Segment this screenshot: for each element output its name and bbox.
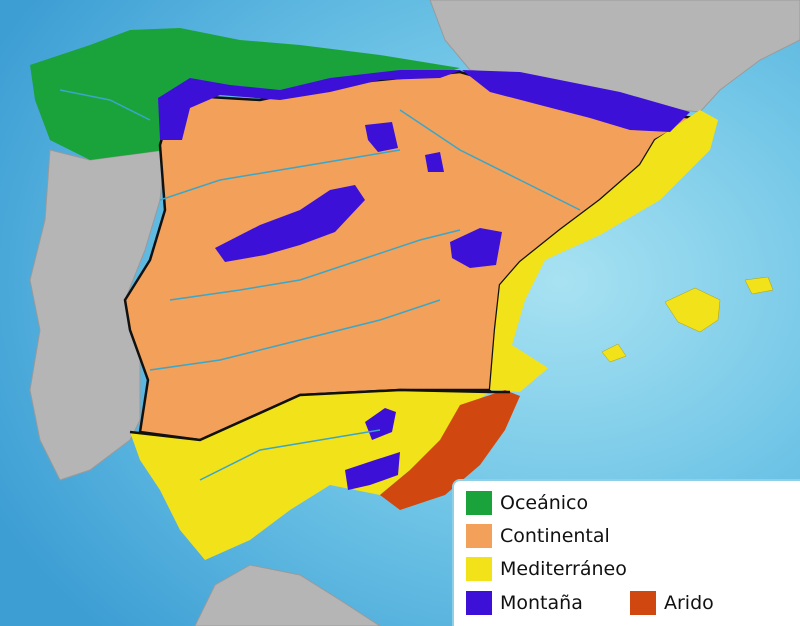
legend-label: Montaña: [500, 592, 583, 614]
legend-item-continental: Continental: [466, 524, 610, 548]
region-mediterraneo-east: [490, 110, 718, 392]
region-oceanico: [30, 28, 460, 160]
legend-label: Oceánico: [500, 492, 589, 514]
mountain-iberica-3: [450, 228, 502, 268]
legend-swatch: [466, 491, 492, 515]
region-arido: [380, 390, 520, 510]
mountain-cazorla: [365, 408, 396, 440]
mountain-central: [215, 185, 365, 262]
legend-item-arido: Arido: [630, 591, 714, 615]
portugal-land: [29, 149, 166, 481]
mountain-iberica-1: [365, 122, 398, 152]
region-mediterraneo-south: [130, 390, 490, 560]
legend-label: Continental: [500, 525, 610, 547]
legend-swatch: [630, 591, 656, 615]
mountain-iberica-2: [425, 152, 444, 172]
island-menorca: [744, 276, 774, 295]
mountain-cantabrica: [158, 70, 462, 140]
legend-swatch: [466, 591, 492, 615]
legend-swatch: [466, 557, 492, 581]
legend-label: Arido: [664, 592, 714, 614]
legend-swatch: [466, 524, 492, 548]
legend-label: Mediterráneo: [500, 558, 627, 580]
legend-item-oceanico: Oceánico: [466, 491, 588, 515]
legend-item-mediterraneo: Mediterráneo: [466, 557, 627, 581]
island-mallorca: [664, 287, 721, 333]
island-ibiza: [601, 343, 627, 363]
legend: Oceánico Continental Mediterráneo Montañ…: [452, 479, 800, 626]
climate-border-south: [129, 388, 510, 442]
rivers: [59, 89, 581, 481]
mountain-sierra-nevada: [345, 452, 400, 490]
legend-item-montana: Montaña: [466, 591, 583, 615]
mountain-pirineos: [462, 70, 690, 132]
africa-land: [194, 564, 381, 626]
